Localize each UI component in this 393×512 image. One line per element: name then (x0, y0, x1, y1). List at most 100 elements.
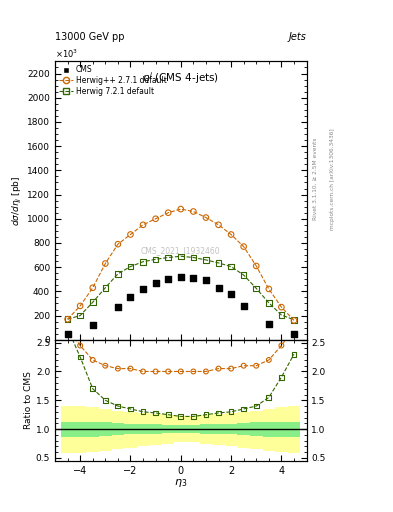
Point (115, 240, 121, 248)
Point (291, 330, 297, 338)
Point (253, 284, 259, 292)
Point (215, 284, 222, 292)
Point (127, 405, 134, 413)
Point (266, 320, 272, 328)
Point (190, 274, 196, 282)
Point (203, 214, 209, 222)
Point (152, 215, 159, 223)
Text: 13000 GeV pp: 13000 GeV pp (55, 32, 125, 42)
Text: $\times10^3$: $\times10^3$ (55, 48, 78, 60)
Point (190, 207, 196, 216)
Point (102, 361, 108, 370)
Point (253, 402, 259, 410)
Point (228, 408, 234, 416)
Point (90, 356, 96, 364)
Point (278, 303, 285, 311)
Point (165, 208, 171, 217)
Point (203, 256, 209, 264)
Y-axis label: Ratio to CMS: Ratio to CMS (24, 371, 33, 429)
Point (228, 365, 234, 373)
Point (241, 302, 247, 310)
Legend: CMS, Herwig++ 2.7.1 default, Herwig 7.2.1 default: CMS, Herwig++ 2.7.1 default, Herwig 7.2.… (57, 63, 168, 98)
Point (266, 356, 272, 364)
Point (152, 279, 159, 287)
Text: Jets: Jets (289, 32, 307, 42)
Point (77, 342, 83, 350)
Point (190, 412, 196, 420)
Point (228, 290, 234, 298)
Point (165, 253, 171, 262)
Point (266, 285, 272, 293)
Point (152, 368, 159, 376)
Point (215, 365, 222, 373)
Point (203, 276, 209, 285)
Point (178, 252, 184, 261)
Text: $\eta^j$ (CMS 4-jets): $\eta^j$ (CMS 4-jets) (142, 70, 219, 86)
Point (190, 253, 196, 262)
Point (90, 385, 96, 393)
Point (278, 311, 285, 319)
Point (266, 393, 272, 401)
Point (64, 330, 71, 338)
Point (140, 408, 146, 416)
Point (215, 409, 222, 417)
Y-axis label: $d\sigma/d\eta_j$ [pb]: $d\sigma/d\eta_j$ [pb] (11, 176, 24, 226)
Point (266, 299, 272, 307)
Point (127, 230, 134, 239)
Point (127, 365, 134, 373)
Point (165, 411, 171, 419)
Point (102, 284, 108, 292)
Point (203, 368, 209, 376)
Point (140, 368, 146, 376)
Point (140, 285, 146, 293)
Point (140, 221, 146, 229)
Point (241, 243, 247, 251)
Point (90, 321, 96, 329)
Point (115, 402, 121, 410)
Point (291, 316, 297, 325)
Point (228, 263, 234, 271)
Point (215, 259, 222, 267)
Point (178, 205, 184, 213)
Text: CMS_2021_I1932460: CMS_2021_I1932460 (141, 246, 220, 255)
Point (102, 260, 108, 268)
Point (215, 221, 222, 229)
Point (241, 271, 247, 279)
Point (64, 324, 71, 332)
Point (253, 262, 259, 270)
Point (241, 405, 247, 413)
Point (90, 284, 96, 292)
Point (77, 302, 83, 310)
Point (115, 270, 121, 278)
Point (64, 315, 71, 323)
Point (64, 315, 71, 323)
Point (77, 353, 83, 361)
Point (115, 365, 121, 373)
Point (278, 373, 285, 381)
Point (241, 361, 247, 370)
Text: mcplots.cern.ch [arXiv:1306.3436]: mcplots.cern.ch [arXiv:1306.3436] (330, 129, 335, 230)
Point (203, 411, 209, 419)
Point (291, 316, 297, 324)
Point (291, 350, 297, 358)
Point (190, 368, 196, 376)
Text: Rivet 3.1.10, ≥ 2.5M events: Rivet 3.1.10, ≥ 2.5M events (312, 138, 318, 221)
Point (291, 324, 297, 332)
Point (127, 263, 134, 271)
Point (127, 293, 134, 302)
Point (90, 298, 96, 306)
Point (178, 368, 184, 376)
X-axis label: $\eta_3$: $\eta_3$ (174, 477, 187, 489)
Point (102, 396, 108, 404)
Point (165, 275, 171, 283)
Point (278, 342, 285, 350)
Point (152, 409, 159, 417)
Point (178, 412, 184, 420)
Point (178, 273, 184, 281)
Point (228, 230, 234, 239)
Point (77, 311, 83, 319)
Point (253, 361, 259, 370)
Point (64, 324, 71, 332)
Point (152, 255, 159, 263)
Point (165, 368, 171, 376)
